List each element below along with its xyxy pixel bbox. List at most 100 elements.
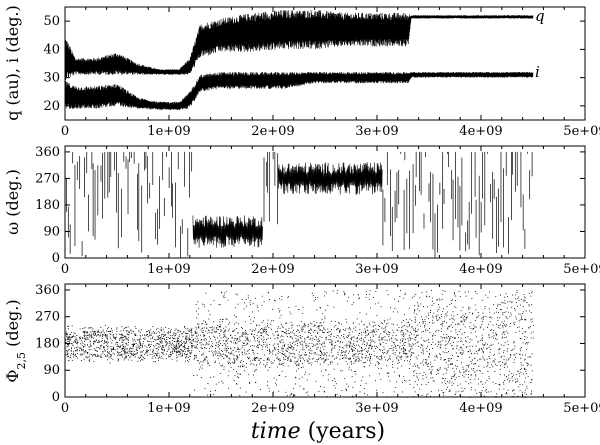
phi-point (312, 358, 313, 360)
phi-point (195, 346, 197, 348)
phi-point (451, 385, 453, 386)
y-axis-label-main: Φ (3, 369, 22, 382)
phi-point (430, 396, 431, 397)
phi-point (258, 336, 260, 338)
omega-segment (263, 151, 279, 225)
phi-point (384, 336, 386, 338)
phi-point (259, 340, 260, 342)
phi-point (258, 342, 260, 344)
y-axis-label: q (au), i (deg.) (3, 5, 22, 121)
phi-point (439, 347, 441, 349)
phi-point (236, 383, 237, 384)
phi-point (415, 339, 417, 341)
phi-point (337, 353, 339, 355)
phi-point (284, 359, 286, 360)
phi-point (260, 358, 262, 359)
phi-point (76, 355, 77, 357)
phi-point (525, 389, 526, 391)
phi-point (201, 331, 203, 333)
phi-point (344, 345, 346, 347)
phi-point (189, 341, 191, 343)
phi-point (483, 347, 484, 349)
phi-point (467, 336, 469, 338)
x-tick-label: 5e+09 (563, 124, 600, 139)
phi-point (490, 349, 492, 350)
phi-point (366, 359, 368, 361)
phi-point (424, 326, 425, 328)
phi-point (218, 341, 220, 343)
phi-point (239, 354, 240, 356)
phi-point (179, 351, 181, 353)
phi-point (317, 346, 319, 348)
phi-point (326, 352, 328, 354)
phi-point (517, 370, 519, 372)
phi-point (233, 330, 235, 332)
phi-point (421, 331, 423, 333)
phi-point (464, 388, 466, 390)
phi-point (92, 328, 94, 330)
phi-point (449, 338, 451, 340)
phi-point (129, 356, 131, 358)
phi-point (280, 314, 282, 316)
phi-point (514, 345, 516, 347)
phi-point (214, 336, 215, 338)
phi-point (481, 349, 483, 350)
phi-point (497, 349, 499, 351)
phi-point (513, 348, 515, 350)
phi-point (174, 332, 176, 334)
phi-point (178, 334, 180, 336)
phi-point (382, 338, 384, 340)
phi-point (129, 349, 130, 351)
phi-point (230, 363, 231, 365)
phi-point (323, 357, 324, 359)
phi-point (486, 366, 488, 368)
phi-point (150, 341, 152, 343)
phi-point (428, 314, 430, 316)
phi-point (118, 353, 119, 355)
phi-point (482, 383, 484, 385)
phi-point (261, 322, 263, 323)
phi-point (297, 336, 299, 338)
phi-point (384, 321, 386, 323)
phi-point (512, 380, 514, 382)
phi-point (253, 358, 255, 360)
phi-point (296, 340, 298, 342)
phi-point (503, 331, 505, 333)
phi-point (324, 391, 325, 393)
phi-point (158, 357, 160, 358)
phi-point (162, 345, 163, 346)
phi-point (150, 334, 152, 336)
phi-point (382, 342, 384, 343)
phi-point (179, 351, 181, 352)
phi-point (105, 341, 107, 343)
phi-point (220, 354, 222, 356)
phi-point (331, 348, 332, 350)
phi-point (450, 336, 452, 337)
phi-point (236, 328, 238, 329)
phi-point (263, 338, 265, 340)
phi-point (311, 364, 312, 366)
phi-point (362, 357, 363, 359)
phi-point (66, 335, 68, 337)
phi-point (527, 356, 529, 358)
phi-point (140, 344, 141, 346)
phi-point (354, 360, 356, 362)
phi-point (71, 336, 73, 337)
phi-point (466, 341, 467, 343)
phi-point (217, 358, 219, 359)
phi-point (206, 327, 208, 329)
phi-point (496, 334, 498, 336)
phi-point (191, 327, 193, 329)
phi-point (443, 333, 445, 335)
phi-point (151, 332, 153, 334)
phi-point (148, 344, 150, 346)
phi-point (198, 350, 200, 352)
phi-point (323, 321, 325, 323)
phi-point (375, 290, 377, 292)
phi-point (95, 332, 96, 334)
phi-point (159, 329, 161, 331)
phi-point (76, 347, 77, 348)
phi-point (414, 319, 416, 320)
phi-point (479, 340, 481, 341)
phi-point (155, 353, 156, 354)
